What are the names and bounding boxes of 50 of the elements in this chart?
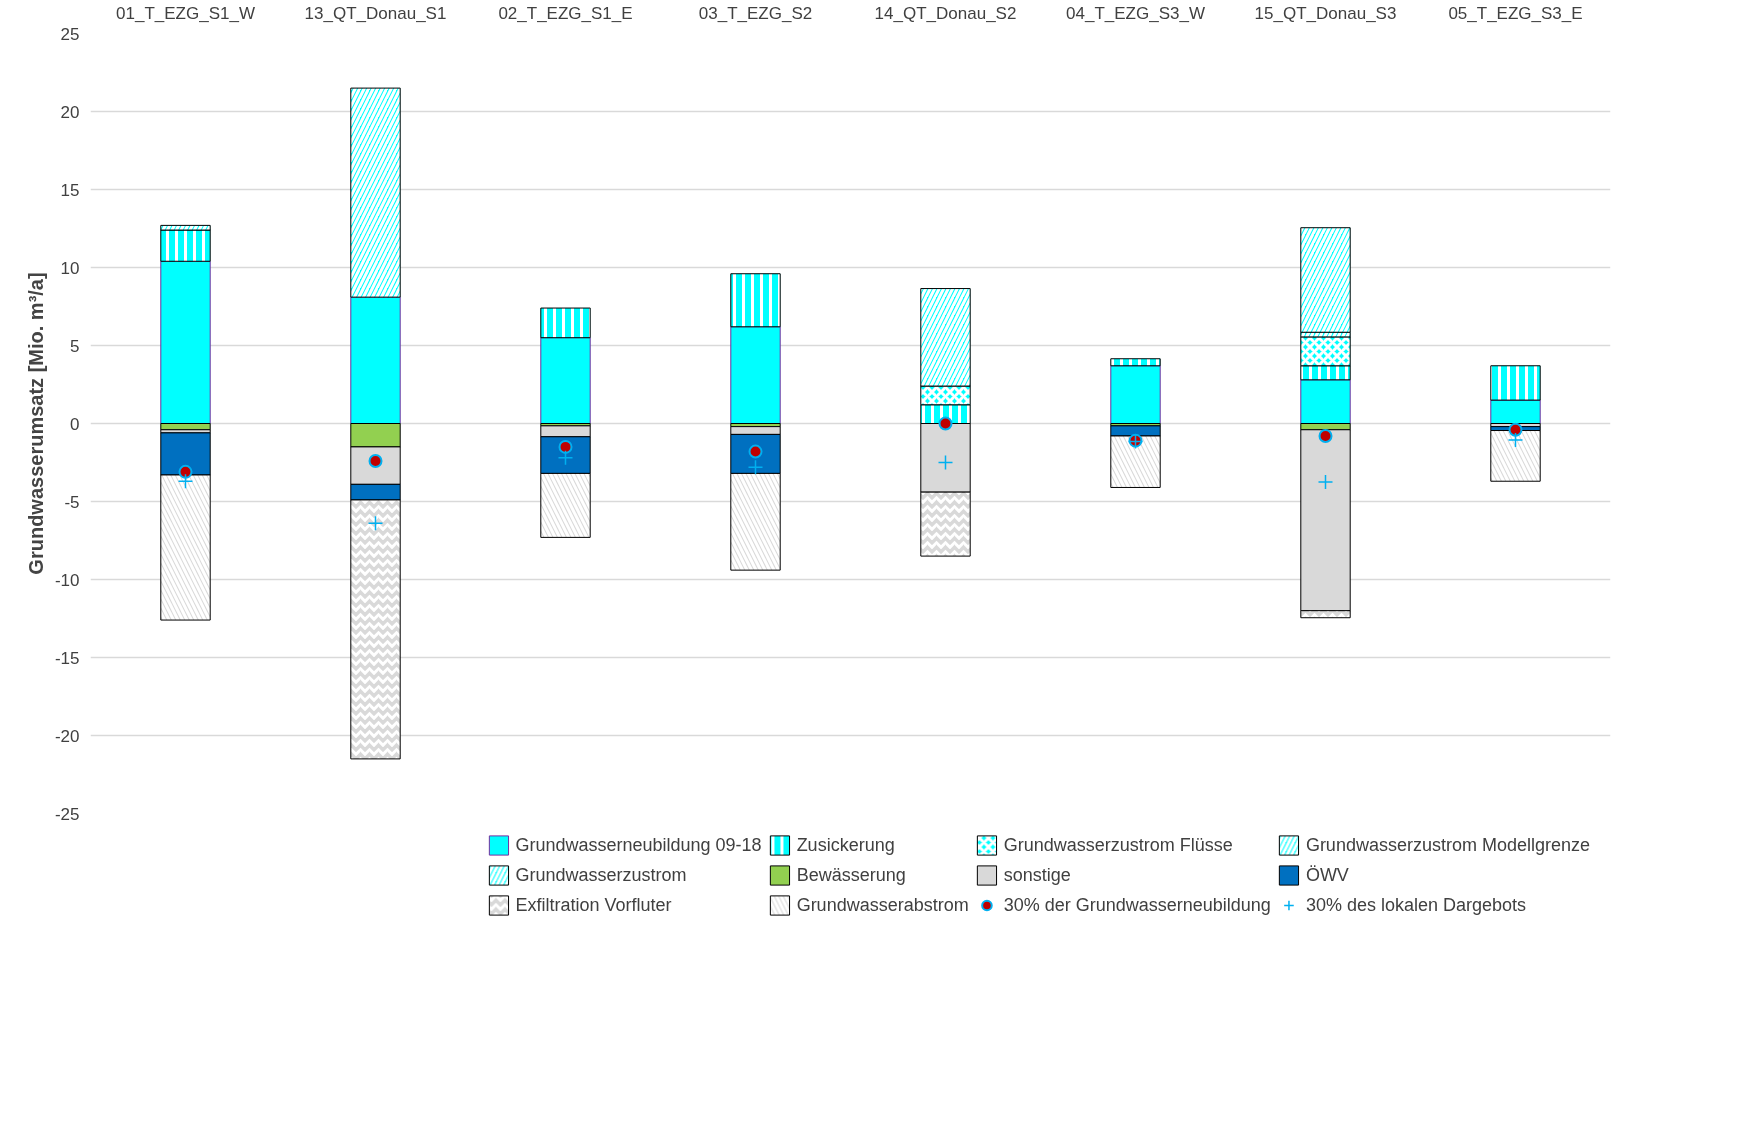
y-tick-label: -20 <box>54 726 80 746</box>
y-tick-label: 25 <box>60 24 80 44</box>
x-tick-label: 01_T_EZG_S1_W <box>116 3 255 23</box>
legend-label: Grundwasserzustrom Modellgrenze <box>1305 834 1590 856</box>
y-tick-label: 5 <box>70 336 80 356</box>
y-tick-label: 0 <box>70 414 80 434</box>
bar <box>350 296 401 424</box>
point <box>937 454 954 471</box>
bar <box>730 326 781 424</box>
bar <box>160 260 211 424</box>
legend-label: Grundwasserabstrom <box>796 894 969 916</box>
x-tick-label: 02_T_EZG_S1_E <box>498 3 633 23</box>
x-tick-label: 05_T_EZG_S3_E <box>1448 3 1583 23</box>
legend-label: ÖWV <box>1305 864 1349 886</box>
point <box>747 459 764 475</box>
point <box>178 464 193 479</box>
legend-label: Grundwasserneubildung 09-18 <box>515 834 762 856</box>
legend-label: Grundwasserzustrom Flüsse <box>1003 834 1233 856</box>
point <box>1317 474 1334 490</box>
x-tick-label: 13_QT_Donau_S1 <box>304 3 447 23</box>
x-tick-label: 14_QT_Donau_S2 <box>874 3 1017 23</box>
point <box>367 515 384 532</box>
legend-label: Bewässerung <box>796 864 906 886</box>
legend-label: sonstige <box>1003 864 1071 886</box>
bar <box>1300 379 1351 424</box>
point <box>938 416 953 431</box>
legend-label: Exfiltration Vorfluter <box>515 894 672 916</box>
y-tick-label: 20 <box>60 102 80 122</box>
y-tick-label: -10 <box>54 570 80 590</box>
bar <box>540 337 591 424</box>
legend-label: 30% der Grundwasserneubildung <box>1003 894 1271 916</box>
legend-label: Grundwasserzustrom <box>515 864 687 886</box>
bar <box>1110 365 1161 424</box>
x-tick-label: 03_T_EZG_S2 <box>698 3 813 23</box>
point <box>1318 428 1333 443</box>
point <box>177 473 194 489</box>
y-tick-label: -15 <box>54 648 80 668</box>
y-tick-label: 10 <box>60 258 80 278</box>
y-axis-title: Grundwasserumsatz [Mio. m³/a] <box>24 272 47 575</box>
x-tick-label: 15_QT_Donau_S3 <box>1254 3 1397 23</box>
legend-label: 30% des lokalen Dargebots <box>1305 894 1527 916</box>
x-tick-label: 04_T_EZG_S3_W <box>1066 3 1205 23</box>
point <box>1508 422 1523 437</box>
legend-label: Zusickerung <box>796 834 895 856</box>
point <box>558 439 573 454</box>
bar <box>1490 399 1541 424</box>
y-tick-label: -5 <box>64 492 80 512</box>
point <box>1507 432 1524 448</box>
y-tick-label: 15 <box>60 180 80 200</box>
y-tick-label: -25 <box>54 804 80 824</box>
